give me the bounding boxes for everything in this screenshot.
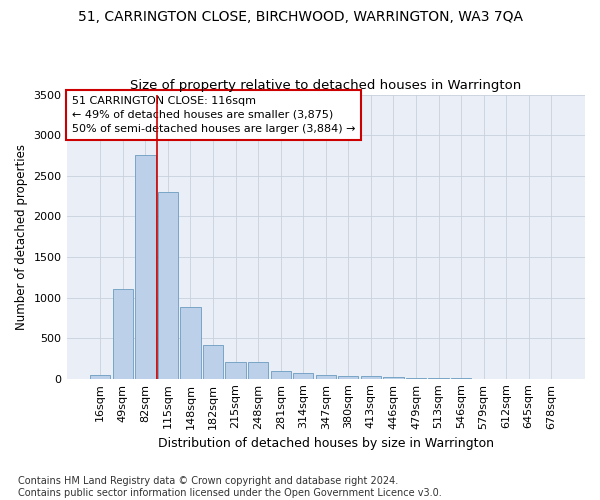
Bar [226, 362, 246, 378]
Text: Contains HM Land Registry data © Crown copyright and database right 2024.
Contai: Contains HM Land Registry data © Crown c… [18, 476, 442, 498]
Bar [383, 377, 404, 378]
Text: 51, CARRINGTON CLOSE, BIRCHWOOD, WARRINGTON, WA3 7QA: 51, CARRINGTON CLOSE, BIRCHWOOD, WARRING… [77, 10, 523, 24]
Bar [316, 374, 336, 378]
Bar [113, 290, 133, 378]
Bar [158, 192, 178, 378]
Bar [90, 374, 110, 378]
Text: 51 CARRINGTON CLOSE: 116sqm
← 49% of detached houses are smaller (3,875)
50% of : 51 CARRINGTON CLOSE: 116sqm ← 49% of det… [72, 96, 355, 134]
Bar [338, 376, 358, 378]
Bar [181, 307, 200, 378]
Bar [361, 376, 381, 378]
Bar [248, 362, 268, 378]
Bar [271, 371, 291, 378]
Y-axis label: Number of detached properties: Number of detached properties [15, 144, 28, 330]
Title: Size of property relative to detached houses in Warrington: Size of property relative to detached ho… [130, 79, 521, 92]
X-axis label: Distribution of detached houses by size in Warrington: Distribution of detached houses by size … [158, 437, 494, 450]
Bar [293, 374, 313, 378]
Bar [135, 156, 155, 378]
Bar [203, 344, 223, 378]
